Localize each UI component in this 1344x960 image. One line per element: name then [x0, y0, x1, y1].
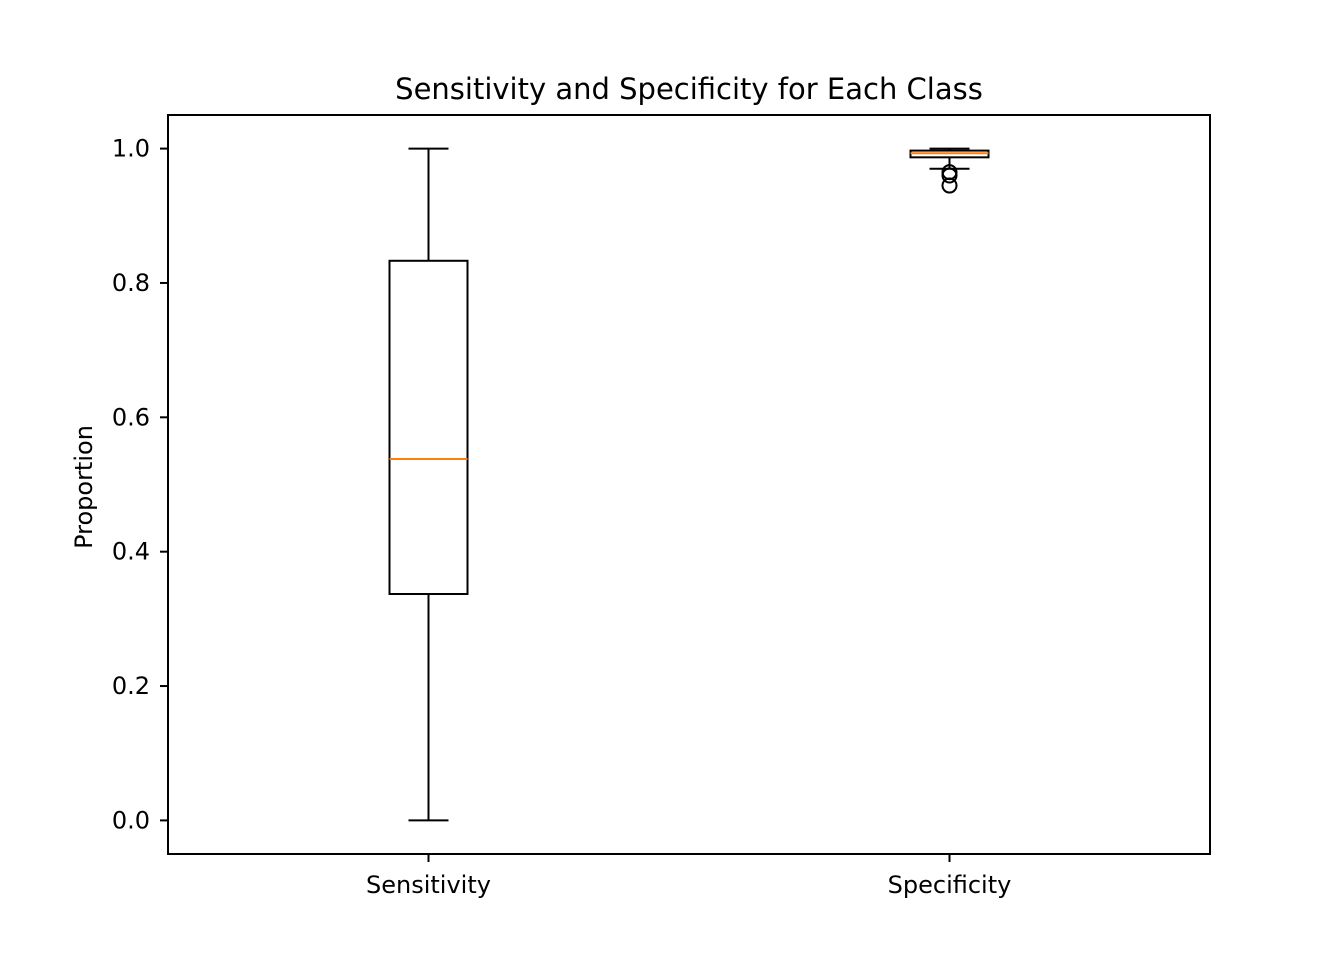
y-tick-label: 0.6 — [112, 403, 150, 431]
y-tick-label: 0.8 — [112, 269, 150, 297]
y-tick-label: 0.0 — [112, 806, 150, 834]
x-axis: Sensitivity Specificity — [366, 854, 1011, 899]
x-tick-label: Sensitivity — [366, 871, 491, 899]
y-tick-label: 0.2 — [112, 672, 150, 700]
x-tick-label: Specificity — [888, 871, 1012, 899]
chart-title: Sensitivity and Specificity for Each Cla… — [395, 72, 983, 106]
boxes — [388, 147, 990, 822]
iqr-box — [388, 259, 469, 596]
plot-frame — [167, 114, 1211, 855]
y-axis: 0.0 0.2 0.4 0.6 0.8 1.0 — [112, 135, 168, 834]
y-tick-label: 1.0 — [112, 135, 150, 163]
y-tick-label: 0.4 — [112, 538, 150, 566]
outlier-point — [941, 177, 958, 194]
box-sensitivity — [388, 147, 469, 822]
box-specificity — [909, 147, 990, 194]
y-axis-label: Proportion — [70, 425, 98, 549]
